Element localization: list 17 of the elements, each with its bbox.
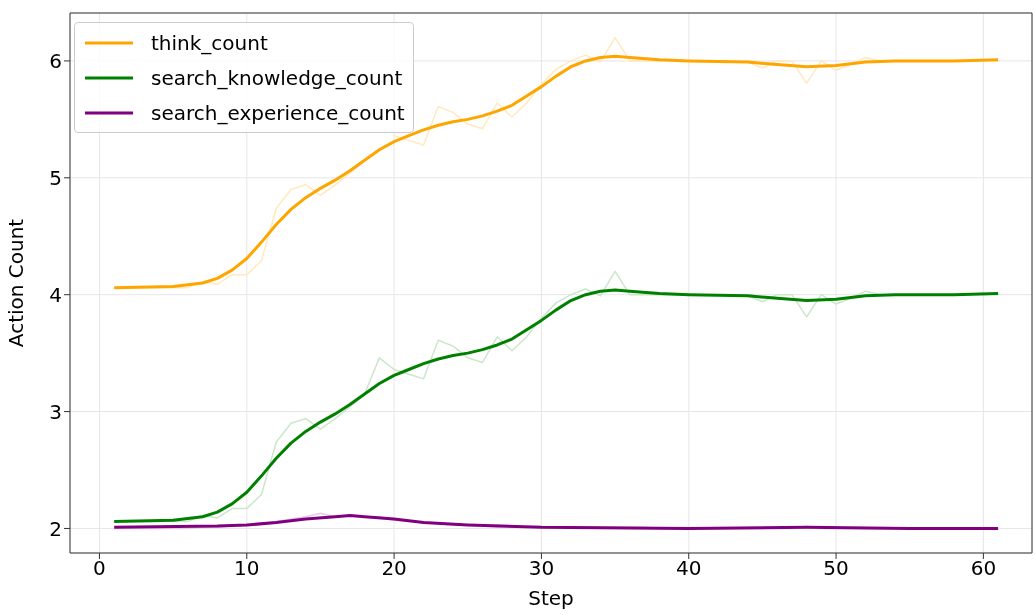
x-axis-title: Step <box>528 586 574 610</box>
x-tick-label: 0 <box>93 556 106 581</box>
x-tick-label: 10 <box>234 556 260 581</box>
x-tick-label: 50 <box>823 556 849 581</box>
legend-label: search_experience_count <box>151 100 405 125</box>
y-tick-label: 5 <box>49 165 62 190</box>
x-tick-label: 20 <box>381 556 407 581</box>
x-tick-label: 40 <box>676 556 702 581</box>
x-tick-label: 60 <box>970 556 997 581</box>
y-tick-label: 3 <box>49 399 62 424</box>
x-tick-label: 30 <box>528 556 555 581</box>
y-tick-label: 6 <box>49 49 62 74</box>
legend-label: search_knowledge_count <box>151 65 403 90</box>
y-tick-label: 2 <box>49 516 62 541</box>
y-axis-title: Action Count <box>4 218 29 348</box>
legend-label: think_count <box>151 30 268 55</box>
y-tick-label: 4 <box>49 282 62 307</box>
